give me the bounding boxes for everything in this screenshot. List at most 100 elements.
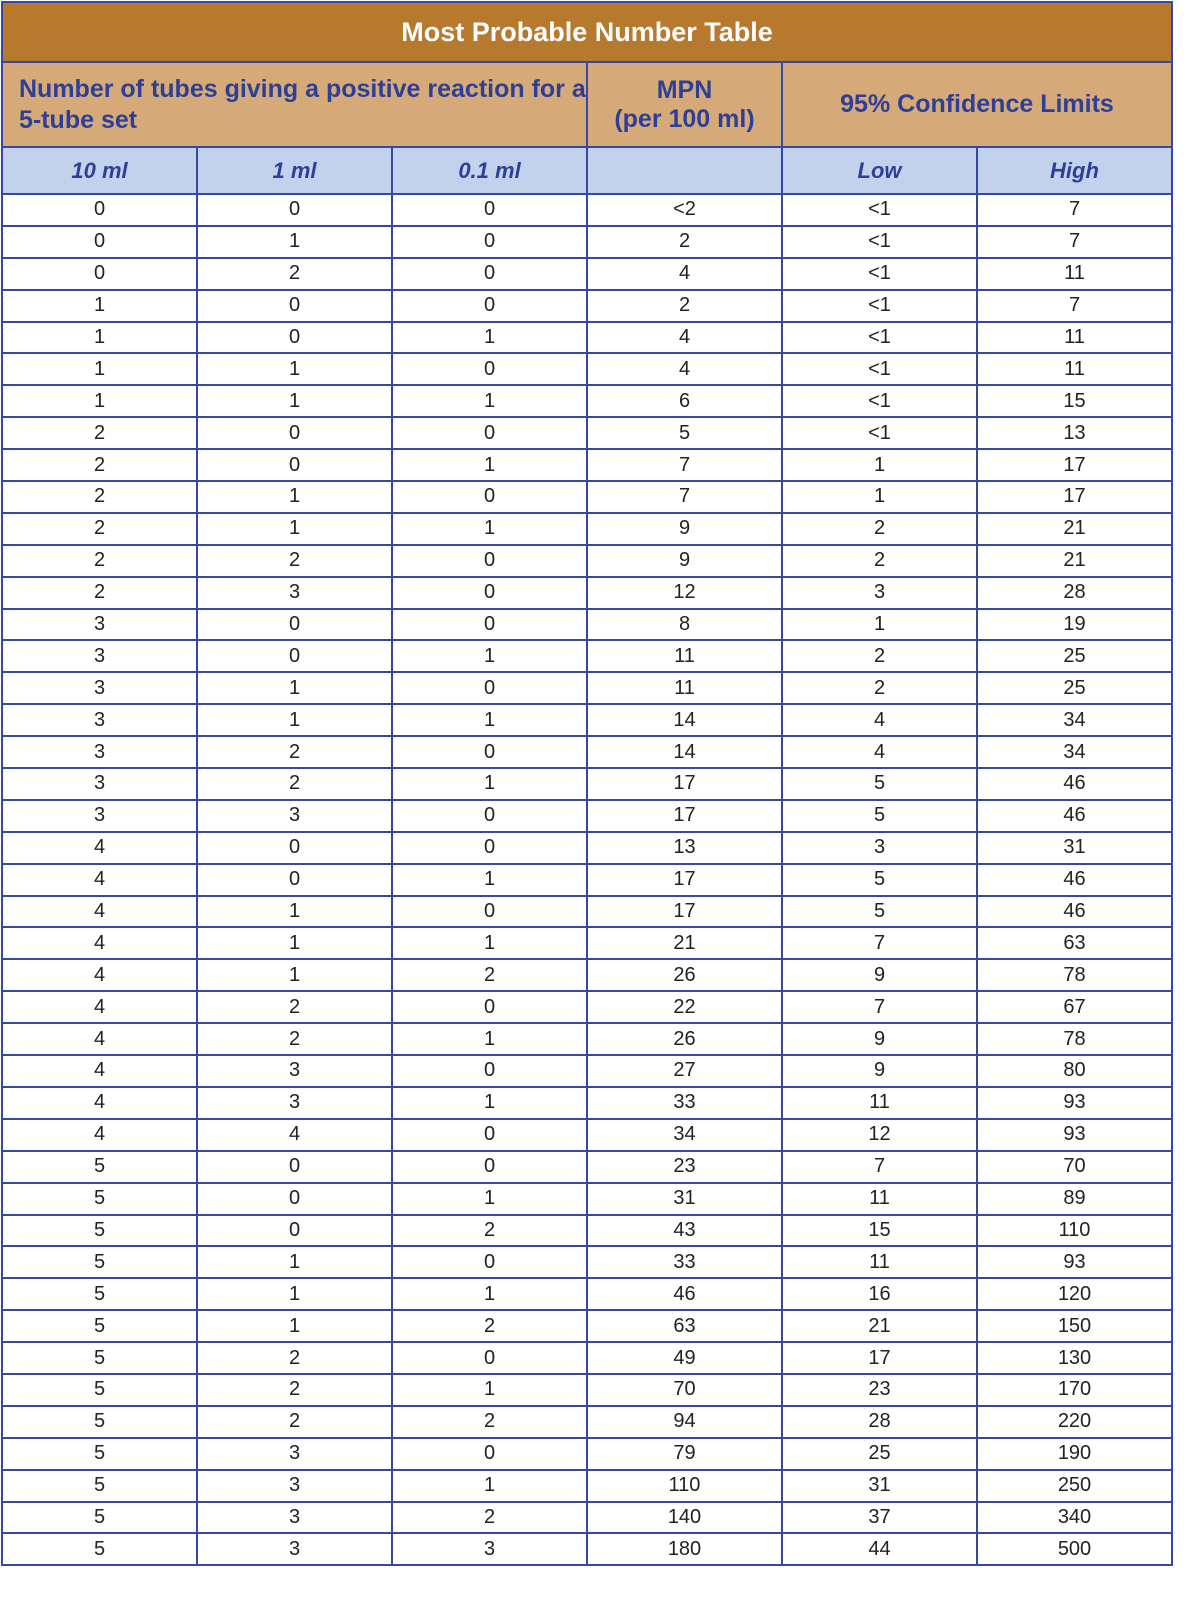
confidence-header: 95% Confidence Limits	[781, 61, 1173, 148]
table-row: 5 3 2 140 37 340	[1, 1500, 1173, 1535]
cell-1ml: 2	[196, 1404, 393, 1439]
cell-mpn: 27	[586, 1054, 783, 1088]
cell-high: 34	[976, 735, 1173, 770]
cell-1ml: 0	[196, 416, 393, 451]
cell-low: 1	[781, 480, 978, 514]
cell-mpn: 4	[586, 352, 783, 387]
cell-low: 7	[781, 926, 978, 961]
cell-10ml: 5	[1, 1468, 198, 1503]
cell-mpn: 4	[586, 256, 783, 291]
table-row: 4 1 2 26 9 78	[1, 958, 1173, 993]
cell-mpn: 23	[586, 1149, 783, 1184]
table-row: 5 0 2 43 15 110	[1, 1213, 1173, 1248]
cell-high: 25	[976, 639, 1173, 674]
cell-1ml: 2	[196, 1372, 393, 1407]
table-row: 2 2 0 9 2 21	[1, 543, 1173, 578]
table-row: 0 0 0 <2 <1 7	[1, 193, 1173, 227]
cell-1ml: 2	[196, 543, 393, 578]
cell-1ml: 1	[196, 703, 393, 738]
cell-high: 28	[976, 575, 1173, 610]
cell-10ml: 5	[1, 1213, 198, 1248]
cell-low: 17	[781, 1341, 978, 1375]
cell-1ml: 0	[196, 639, 393, 674]
cell-10ml: 3	[1, 798, 198, 833]
cell-mpn: 33	[586, 1085, 783, 1120]
cell-mpn: 31	[586, 1181, 783, 1216]
cell-0-1ml: 1	[391, 703, 588, 738]
cell-0-1ml: 1	[391, 862, 588, 897]
cell-mpn: 11	[586, 671, 783, 706]
subheader-row: 10 ml 1 ml 0.1 ml Low High	[1, 146, 1173, 195]
table-title: Most Probable Number Table	[1, 1, 1173, 63]
cell-high: 21	[976, 511, 1173, 546]
cell-mpn: 63	[586, 1309, 783, 1344]
cell-1ml: 1	[196, 926, 393, 961]
cell-0-1ml: 1	[391, 1277, 588, 1312]
cell-10ml: 1	[1, 352, 198, 387]
cell-10ml: 1	[1, 320, 198, 355]
cell-low: 25	[781, 1436, 978, 1471]
cell-low: 21	[781, 1309, 978, 1344]
cell-high: 67	[976, 990, 1173, 1025]
cell-0-1ml: 0	[391, 894, 588, 929]
cell-mpn: 26	[586, 1022, 783, 1057]
cell-0-1ml: 1	[391, 926, 588, 961]
cell-low: 1	[781, 607, 978, 642]
cell-high: 220	[976, 1404, 1173, 1439]
cell-low: 1	[781, 448, 978, 483]
cell-mpn: 46	[586, 1277, 783, 1312]
table-row: 5 3 1 110 31 250	[1, 1468, 1173, 1503]
cell-10ml: 2	[1, 416, 198, 451]
cell-1ml: 1	[196, 894, 393, 929]
cell-10ml: 4	[1, 958, 198, 993]
cell-0-1ml: 1	[391, 1022, 588, 1057]
cell-1ml: 1	[196, 671, 393, 706]
cell-1ml: 2	[196, 1022, 393, 1057]
table-row: 4 2 0 22 7 67	[1, 990, 1173, 1025]
tubes-header: Number of tubes giving a positive reacti…	[1, 61, 588, 148]
cell-low: 5	[781, 862, 978, 897]
table-row: 2 3 0 12 3 28	[1, 575, 1173, 610]
cell-0-1ml: 0	[391, 830, 588, 865]
cell-1ml: 4	[196, 1117, 393, 1152]
table-row: 4 1 0 17 5 46	[1, 894, 1173, 929]
cell-mpn: 94	[586, 1404, 783, 1439]
cell-1ml: 1	[196, 1245, 393, 1280]
table-row: 5 0 0 23 7 70	[1, 1149, 1173, 1184]
cell-1ml: 0	[196, 830, 393, 865]
cell-0-1ml: 2	[391, 1500, 588, 1535]
cell-high: 7	[976, 288, 1173, 323]
cell-10ml: 4	[1, 1085, 198, 1120]
cell-10ml: 4	[1, 830, 198, 865]
cell-mpn: 34	[586, 1117, 783, 1152]
cell-mpn: 14	[586, 703, 783, 738]
cell-low: 9	[781, 958, 978, 993]
cell-mpn: 180	[586, 1532, 783, 1567]
cell-1ml: 2	[196, 735, 393, 770]
cell-1ml: 3	[196, 1532, 393, 1567]
cell-low: 5	[781, 894, 978, 929]
cell-10ml: 3	[1, 767, 198, 801]
cell-0-1ml: 2	[391, 1213, 588, 1248]
cell-low: <1	[781, 416, 978, 451]
cell-high: 31	[976, 830, 1173, 865]
table-row: 4 4 0 34 12 93	[1, 1117, 1173, 1152]
cell-mpn: 79	[586, 1436, 783, 1471]
cell-mpn: 33	[586, 1245, 783, 1280]
table-row: 1 1 0 4 <1 11	[1, 352, 1173, 387]
cell-0-1ml: 0	[391, 352, 588, 387]
cell-high: 78	[976, 1022, 1173, 1057]
cell-1ml: 1	[196, 1277, 393, 1312]
cell-high: 46	[976, 862, 1173, 897]
cell-1ml: 3	[196, 1500, 393, 1535]
cell-mpn: 14	[586, 735, 783, 770]
cell-low: 3	[781, 575, 978, 610]
cell-1ml: 1	[196, 224, 393, 259]
cell-low: 2	[781, 639, 978, 674]
cell-0-1ml: 1	[391, 1372, 588, 1407]
cell-low: 5	[781, 767, 978, 801]
table-row: 3 0 1 11 2 25	[1, 639, 1173, 674]
cell-0-1ml: 0	[391, 543, 588, 578]
cell-0-1ml: 0	[391, 575, 588, 610]
cell-mpn: 2	[586, 224, 783, 259]
